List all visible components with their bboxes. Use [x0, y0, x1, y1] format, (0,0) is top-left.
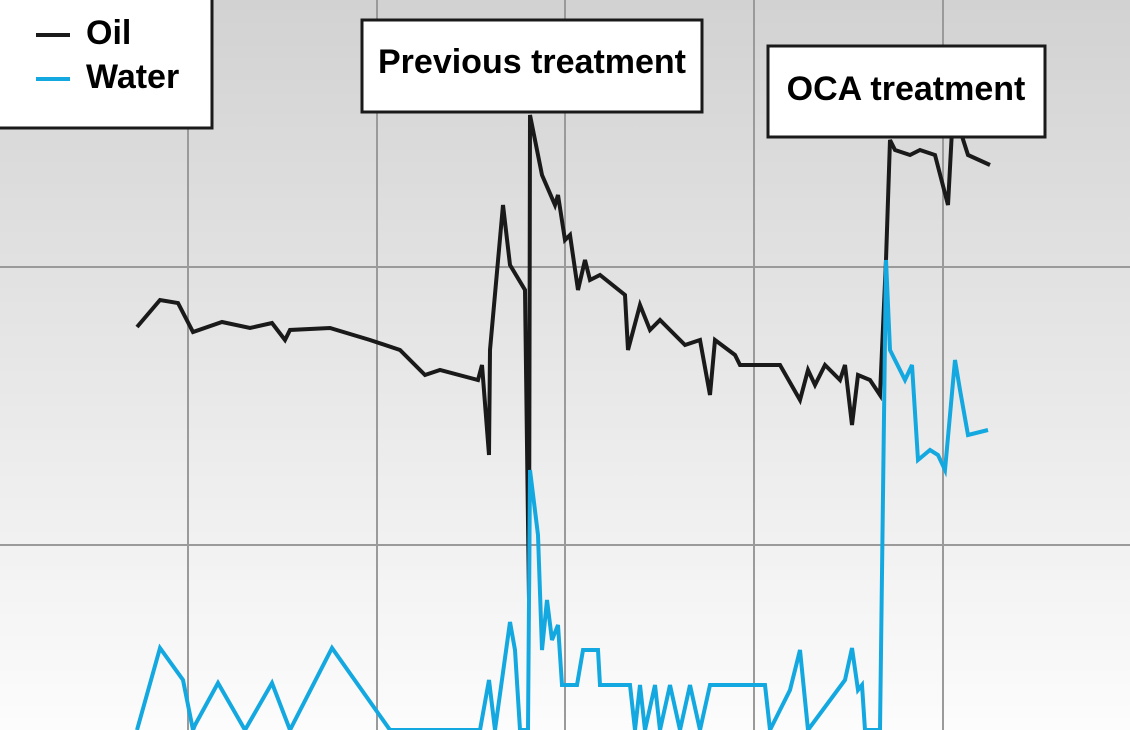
- legend-box: [0, 0, 214, 130]
- data-line: [135, 259, 989, 730]
- annotation-box: [360, 18, 704, 114]
- annotation-box: [766, 44, 1047, 139]
- legend-label: Water: [86, 58, 179, 96]
- legend: Oil Water: [0, 0, 214, 130]
- lines: [135, 114, 991, 730]
- annotation: Previous treatment: [360, 18, 704, 114]
- annotation-text: Previous treatment: [378, 43, 686, 81]
- data-line: [135, 114, 991, 601]
- legend-label: Oil: [86, 14, 131, 52]
- annotation-text: OCA treatment: [787, 70, 1026, 108]
- annotation: OCA treatment: [766, 44, 1047, 139]
